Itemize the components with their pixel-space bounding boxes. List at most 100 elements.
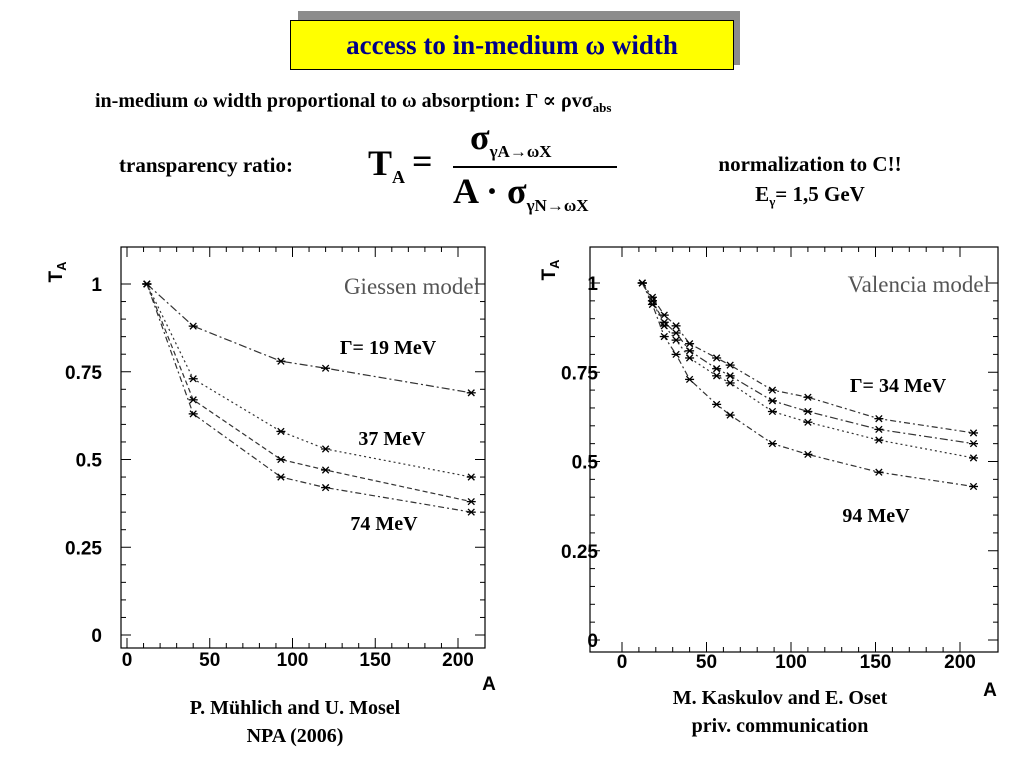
marker-stroke bbox=[638, 279, 646, 287]
marker-stroke bbox=[189, 410, 197, 418]
data-point bbox=[321, 466, 331, 474]
marker-stroke bbox=[277, 427, 285, 436]
data-point bbox=[188, 396, 198, 404]
marker-stroke bbox=[660, 322, 668, 330]
marker-stroke bbox=[726, 379, 734, 387]
y-tick-label: 0 bbox=[587, 631, 598, 652]
marker-stroke bbox=[768, 439, 777, 448]
data-point bbox=[188, 375, 198, 383]
formula-T-sub: A bbox=[392, 167, 406, 188]
y-tick-label: 0.5 bbox=[76, 451, 103, 472]
data-point bbox=[276, 473, 286, 481]
marker-stroke bbox=[712, 400, 721, 409]
series-line-1 bbox=[641, 282, 974, 445]
data-point bbox=[321, 364, 331, 372]
formula-T-letter: T bbox=[368, 143, 393, 183]
series-line-3 bbox=[146, 283, 472, 513]
energy-pre: E bbox=[755, 182, 770, 206]
width-annotation: 94 MeV bbox=[842, 505, 910, 527]
marker-stroke bbox=[875, 415, 883, 423]
data-point bbox=[874, 425, 884, 434]
data-point bbox=[685, 347, 695, 355]
energy-post: = 1,5 GeV bbox=[775, 182, 865, 206]
marker-stroke bbox=[672, 336, 680, 344]
data-point bbox=[466, 473, 476, 481]
fraction-bar bbox=[453, 166, 617, 168]
marker-stroke bbox=[969, 454, 978, 462]
data-point bbox=[712, 372, 722, 380]
data-point bbox=[659, 322, 669, 330]
data-point bbox=[767, 386, 777, 394]
y-axis-label: TA bbox=[46, 261, 69, 283]
marker-stroke bbox=[189, 375, 197, 383]
credit-right-source: priv. communication bbox=[691, 715, 869, 737]
marker-stroke bbox=[804, 407, 812, 416]
data-point bbox=[969, 454, 979, 462]
x-tick-label: 0 bbox=[617, 652, 628, 673]
data-point bbox=[712, 354, 722, 362]
marker-stroke bbox=[768, 386, 777, 394]
data-point bbox=[466, 508, 476, 516]
credit-left: P. Mühlich and U. Mosel NPA (2006) bbox=[115, 694, 475, 750]
data-point bbox=[725, 379, 735, 387]
data-point bbox=[725, 411, 735, 419]
marker-stroke bbox=[726, 372, 734, 380]
formula-denominator: A · σγN→ωX bbox=[453, 170, 589, 216]
data-point bbox=[685, 340, 695, 348]
data-point bbox=[803, 407, 813, 416]
plot-frame bbox=[589, 246, 999, 653]
data-point bbox=[874, 468, 884, 476]
x-tick-label: 50 bbox=[199, 650, 220, 671]
marker-stroke bbox=[875, 468, 883, 476]
data-point bbox=[671, 336, 681, 344]
credit-right-authors: M. Kaskulov and E. Oset bbox=[672, 687, 888, 709]
data-point bbox=[767, 397, 777, 405]
y-tick-label: 1 bbox=[91, 275, 102, 296]
x-tick-label: 100 bbox=[775, 652, 807, 673]
y-tick-label: 0 bbox=[91, 626, 102, 647]
data-point bbox=[276, 427, 286, 436]
data-point bbox=[969, 482, 979, 491]
marker-stroke bbox=[672, 322, 680, 330]
data-point bbox=[969, 439, 979, 448]
data-point bbox=[671, 329, 681, 337]
marker-stroke bbox=[969, 482, 978, 491]
data-point bbox=[685, 354, 695, 362]
data-point bbox=[466, 389, 476, 397]
marker-stroke bbox=[321, 445, 330, 453]
formula-num-sub: γA→ωX bbox=[489, 142, 552, 162]
marker-stroke bbox=[467, 389, 475, 397]
model-label: Valencia model bbox=[848, 272, 990, 297]
width-statement: in-medium ω width proportional to ω abso… bbox=[95, 88, 611, 116]
width-statement-sub: abs bbox=[592, 100, 612, 115]
slide-title: access to in-medium ω width bbox=[290, 20, 734, 70]
data-point bbox=[647, 300, 657, 309]
credit-left-authors: P. Mühlich and U. Mosel bbox=[189, 697, 401, 719]
y-axis-label-main: T bbox=[46, 271, 67, 283]
marker-stroke bbox=[768, 397, 777, 405]
credit-right: M. Kaskulov and E. Oset priv. communicat… bbox=[600, 684, 960, 740]
formula-equals: = bbox=[412, 141, 433, 181]
data-point bbox=[659, 332, 669, 341]
data-point bbox=[188, 322, 198, 330]
data-point bbox=[803, 418, 813, 426]
data-point bbox=[712, 400, 722, 409]
marker-stroke bbox=[685, 340, 694, 348]
marker-stroke bbox=[685, 354, 694, 362]
y-tick-label: 0.25 bbox=[561, 542, 598, 563]
y-axis-label-sub: A bbox=[54, 261, 69, 271]
marker-stroke bbox=[804, 418, 812, 426]
data-point bbox=[321, 483, 331, 492]
series-line-1 bbox=[146, 283, 472, 478]
data-point bbox=[874, 436, 884, 444]
slide-title-text: access to in-medium ω width bbox=[346, 29, 678, 60]
marker-stroke bbox=[712, 365, 721, 373]
data-point bbox=[725, 372, 735, 380]
x-tick-label: 100 bbox=[277, 650, 309, 671]
formula-den-main: A · σ bbox=[453, 171, 527, 211]
formula-numerator: σγA→ωX bbox=[470, 116, 552, 162]
data-point bbox=[671, 322, 681, 330]
x-tick-label: 0 bbox=[122, 650, 133, 671]
